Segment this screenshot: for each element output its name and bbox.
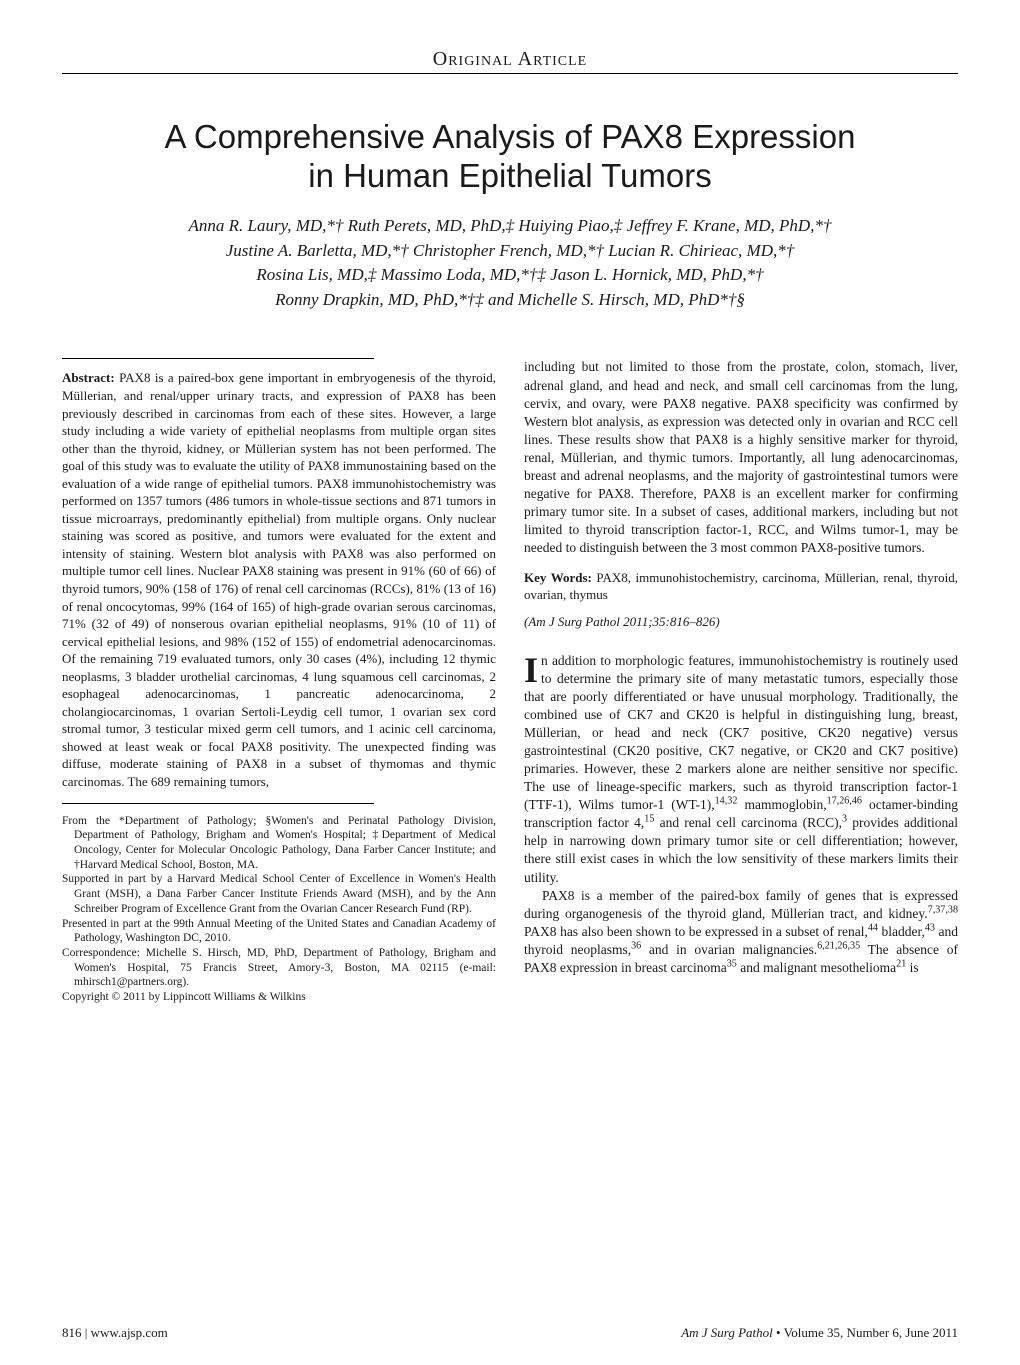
footer-page-number: 816 [62,1325,82,1340]
footnote-copyright: Copyright © 2011 by Lippincott Williams … [62,990,496,1005]
footer-journal: Am J Surg Pathol [681,1325,773,1340]
footer-left: 816 | www.ajsp.com [62,1325,168,1341]
abstract-top-rule [62,358,374,359]
right-column: including but not limited to those from … [524,358,958,1004]
abstract-continuation: including but not limited to those from … [524,358,958,557]
footer-sep: | [82,1325,91,1340]
keywords-block: Key Words: PAX8, immunohistochemistry, c… [524,569,958,603]
footnote-presented: Presented in part at the 99th Annual Mee… [62,917,496,946]
title-line-1: A Comprehensive Analysis of PAX8 Express… [165,118,856,155]
page-footer: 816 | www.ajsp.com Am J Surg Pathol • Vo… [62,1325,958,1341]
abstract-bottom-rule [62,803,374,804]
footnotes-block: From the *Department of Pathology; §Wome… [62,814,496,1005]
footer-site: www.ajsp.com [91,1325,168,1340]
abstract-body: PAX8 is a paired-box gene important in e… [62,370,496,789]
journal-citation: (Am J Surg Pathol 2011;35:816–826) [524,614,958,630]
header-rule [62,73,958,74]
abstract-cont-para: including but not limited to those from … [524,358,958,557]
footnote-affiliations: From the *Department of Pathology; §Wome… [62,814,496,873]
left-column: Abstract: PAX8 is a paired-box gene impo… [62,358,496,1004]
intro-para-2: PAX8 is a member of the paired-box famil… [524,887,958,977]
title-line-2: in Human Epithelial Tumors [308,157,712,194]
dropcap-letter: I [524,652,541,687]
keywords-label: Key Words: [524,570,592,585]
author-list: Anna R. Laury, MD,*† Ruth Perets, MD, Ph… [62,214,958,313]
introduction-body: In addition to morphologic features, imm… [524,652,958,977]
abstract-text: Abstract: PAX8 is a paired-box gene impo… [62,369,496,790]
footnote-support: Supported in part by a Harvard Medical S… [62,872,496,916]
abstract-label: Abstract: [62,370,115,385]
footnote-correspondence: Correspondence: Michelle S. Hirsch, MD, … [62,946,496,990]
article-title: A Comprehensive Analysis of PAX8 Express… [62,118,958,196]
footer-right: Am J Surg Pathol • Volume 35, Number 6, … [681,1325,958,1341]
intro-p1-text: n addition to morphologic features, immu… [524,653,958,885]
section-header: Original Article [62,48,958,71]
two-column-layout: Abstract: PAX8 is a paired-box gene impo… [62,358,958,1004]
citation-text: (Am J Surg Pathol 2011;35:816–826) [524,614,720,629]
intro-para-1: In addition to morphologic features, imm… [524,652,958,887]
footer-issue: • Volume 35, Number 6, June 2011 [773,1325,958,1340]
